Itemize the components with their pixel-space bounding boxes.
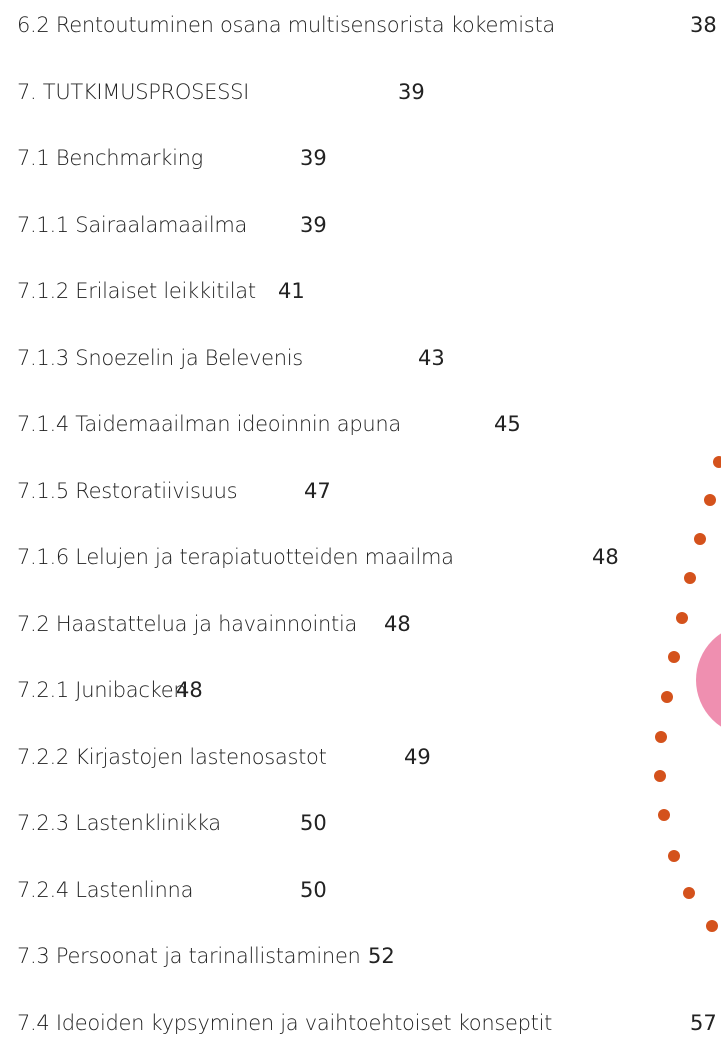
entry-page: 43 <box>418 338 445 378</box>
entry-title: 7.2.4 Lastenlinna <box>17 870 193 910</box>
page: {"entries": [ {"title": "6.2 Rentoutumin… <box>0 0 721 1047</box>
entry-page: 52 <box>368 936 395 976</box>
entry-title: 7.1.2 Erilaiset leikkitilat <box>17 271 256 311</box>
entry-page: 50 <box>300 803 327 843</box>
toc-row: 6.2 Rentoutuminen osana multisensorista … <box>0 5 721 45</box>
entry-page: 39 <box>300 138 327 178</box>
entry-page: 48 <box>176 670 203 710</box>
table-of-contents: 6.2 Rentoutuminen osana multisensorista … <box>0 0 721 1047</box>
toc-row: 7.2.4 Lastenlinna 50 <box>0 870 721 910</box>
toc-row: 7.1.5 Restoratiivisuus 47 <box>0 471 721 511</box>
entry-page: 38 <box>690 5 717 45</box>
toc-row: 7.1.4 Taidemaailman ideoinnin apuna 45 <box>0 404 721 444</box>
entry-title: 6.2 Rentoutuminen osana multisensorista … <box>17 5 555 45</box>
entry-title: 7.3 Persoonat ja tarinallistaminen <box>17 936 361 976</box>
toc-row: 7.2.2 Kirjastojen lastenosastot 49 <box>0 737 721 777</box>
toc-row: 7.1.1 Sairaalamaailma 39 <box>0 205 721 245</box>
toc-row: 7.1.6 Lelujen ja terapiatuotteiden maail… <box>0 537 721 577</box>
entry-title: 7.1.6 Lelujen ja terapiatuotteiden maail… <box>17 537 454 577</box>
entry-page: 50 <box>300 870 327 910</box>
entry-title: 7.1.5 Restoratiivisuus <box>17 471 237 511</box>
entry-page: 41 <box>278 271 305 311</box>
toc-row: 7. TUTKIMUSPROSESSI 39 <box>0 72 721 112</box>
toc-row: 7.4 Ideoiden kypsyminen ja vaihtoehtoise… <box>0 1003 721 1043</box>
entry-title: 7.2.2 Kirjastojen lastenosastot <box>17 737 327 777</box>
entry-page: 47 <box>304 471 331 511</box>
entry-page: 39 <box>398 72 425 112</box>
entry-title: 7.2.3 Lastenklinikka <box>17 803 221 843</box>
entry-title: 7.1 Benchmarking <box>17 138 203 178</box>
entry-page: 57 <box>690 1003 717 1043</box>
entry-title: 7.2 Haastattelua ja havainnointia <box>17 604 357 644</box>
entry-page: 39 <box>300 205 327 245</box>
entry-title: 7.1.4 Taidemaailman ideoinnin apuna <box>17 404 401 444</box>
entry-title: 7.4 Ideoiden kypsyminen ja vaihtoehtoise… <box>17 1003 552 1043</box>
entry-title: 7.1.1 Sairaalamaailma <box>17 205 247 245</box>
toc-row: 7.1 Benchmarking 39 <box>0 138 721 178</box>
entry-title: 7.2.1 Junibacken <box>17 670 186 710</box>
entry-page: 45 <box>494 404 521 444</box>
toc-row: 7.2 Haastattelua ja havainnointia 48 <box>0 604 721 644</box>
toc-row: 7.2.3 Lastenklinikka 50 <box>0 803 721 843</box>
toc-row: 7.1.2 Erilaiset leikkitilat 41 <box>0 271 721 311</box>
entry-page: 49 <box>404 737 431 777</box>
entry-title: 7.1.3 Snoezelin ja Belevenis <box>17 338 303 378</box>
entry-page: 48 <box>592 537 619 577</box>
entry-title: 7. TUTKIMUSPROSESSI <box>17 72 249 112</box>
entry-page: 48 <box>384 604 411 644</box>
toc-row: 7.1.3 Snoezelin ja Belevenis 43 <box>0 338 721 378</box>
